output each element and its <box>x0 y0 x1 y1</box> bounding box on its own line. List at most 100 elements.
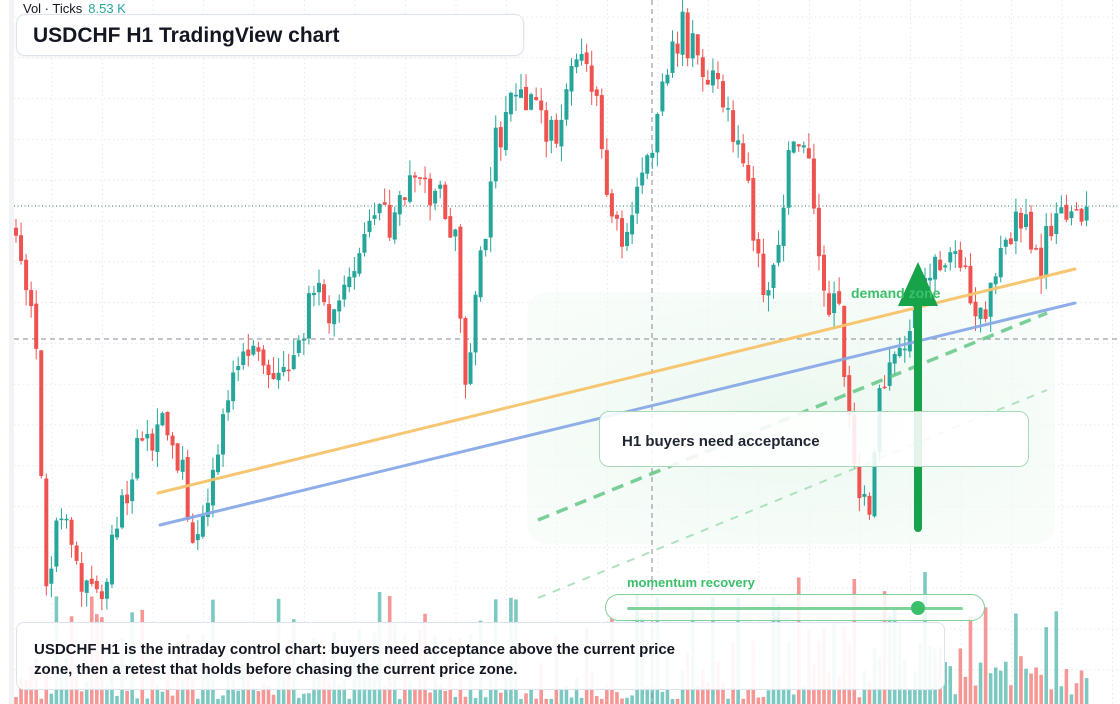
candle <box>29 281 34 318</box>
volume-bar <box>483 697 488 704</box>
candle-body <box>271 373 276 380</box>
candle-body <box>79 563 84 592</box>
volume-bar <box>236 690 240 704</box>
candle <box>827 280 832 318</box>
candle <box>892 351 897 375</box>
candle-body <box>261 349 266 366</box>
volume-bar <box>145 698 150 704</box>
candle <box>726 96 731 122</box>
candle <box>251 339 256 357</box>
candle-body <box>64 518 69 521</box>
candle-body <box>14 227 18 236</box>
candle-body <box>569 65 574 92</box>
candle-body <box>791 141 796 153</box>
candle-body <box>645 155 650 174</box>
candle <box>488 166 493 253</box>
volume-bar <box>1009 685 1013 704</box>
candle-body <box>115 528 119 538</box>
candle <box>327 295 332 334</box>
candle <box>756 232 761 268</box>
candle-body <box>367 220 372 233</box>
volume-bar <box>1024 668 1028 704</box>
volume-bar <box>534 698 538 704</box>
candle-body <box>609 193 614 217</box>
volume-bar <box>1059 686 1064 704</box>
demand-zone-label: demand zone <box>851 285 941 301</box>
candle <box>862 485 867 506</box>
candle <box>69 517 74 558</box>
candle <box>362 222 367 257</box>
candle <box>928 263 933 293</box>
candle-body <box>842 305 847 377</box>
candle-body <box>322 284 327 303</box>
candle-body <box>276 372 281 381</box>
candle <box>236 356 241 382</box>
candle-body <box>978 307 983 319</box>
candle-body <box>781 207 786 247</box>
candle <box>721 74 725 113</box>
candle <box>801 141 806 154</box>
candle-body <box>1018 212 1023 229</box>
volume-bar <box>84 682 89 704</box>
candle-body <box>175 443 180 471</box>
candle <box>736 125 741 158</box>
candle-body <box>973 301 978 317</box>
candle <box>155 408 160 467</box>
candle <box>882 375 887 389</box>
volume-bar <box>1049 689 1054 704</box>
candle-body <box>453 229 458 237</box>
candle <box>635 177 640 225</box>
candle-body <box>19 235 24 261</box>
candle-body <box>94 580 99 590</box>
candle-body <box>513 94 518 97</box>
candle-body <box>29 289 34 307</box>
volume-legend-value: 8.53 K <box>88 1 126 16</box>
volume-bar <box>605 685 609 704</box>
candle <box>544 102 549 158</box>
volume-bar <box>741 698 745 704</box>
candle-body <box>837 291 842 304</box>
volume-bar <box>115 695 119 704</box>
candle <box>690 20 695 68</box>
volume-bar <box>559 688 564 704</box>
candle-body <box>216 454 220 473</box>
candle-body <box>478 250 483 298</box>
volume-bar <box>216 698 220 704</box>
candle-body <box>180 459 185 472</box>
candle <box>948 247 953 271</box>
candle <box>412 171 417 193</box>
volume-bar <box>978 662 983 704</box>
candle-body <box>418 177 422 179</box>
candle <box>19 222 24 265</box>
volume-bar <box>105 684 109 704</box>
candle-body <box>857 466 862 499</box>
candle-body <box>347 276 352 288</box>
volume-bar <box>675 698 680 704</box>
candle <box>842 305 847 387</box>
candle <box>448 207 453 238</box>
candle-body <box>933 256 938 280</box>
candle <box>620 210 624 259</box>
candle-body <box>822 254 826 291</box>
volume-bar <box>564 685 569 704</box>
volume-bar <box>761 697 766 704</box>
candle-body <box>473 294 478 353</box>
candle <box>145 420 150 452</box>
volume-bar <box>993 667 998 704</box>
candle-body <box>832 293 837 314</box>
candle <box>1074 202 1079 211</box>
candle-body <box>1049 225 1054 237</box>
candle <box>387 189 392 241</box>
summary-text: USDCHF H1 is the intraday control chart:… <box>34 641 676 678</box>
candle-body <box>327 304 332 324</box>
volume-bar <box>524 693 528 704</box>
candle <box>867 492 872 520</box>
candle-body <box>286 369 291 372</box>
candle <box>983 301 988 323</box>
candle-body <box>296 340 301 354</box>
candle-body <box>281 366 286 373</box>
candle <box>655 112 660 167</box>
candle <box>781 194 786 262</box>
volume-bar <box>544 698 549 704</box>
